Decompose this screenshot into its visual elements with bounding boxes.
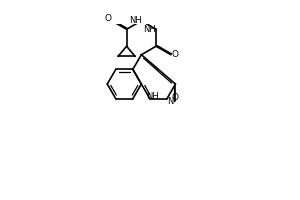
Text: O: O bbox=[104, 14, 111, 23]
Text: NH: NH bbox=[147, 92, 159, 101]
Text: NH: NH bbox=[129, 16, 142, 25]
Text: O: O bbox=[171, 50, 178, 59]
Text: NH: NH bbox=[143, 25, 156, 34]
Text: O: O bbox=[172, 93, 179, 102]
Text: N: N bbox=[167, 97, 173, 106]
